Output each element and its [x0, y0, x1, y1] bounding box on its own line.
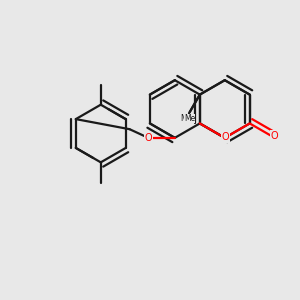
Text: O: O [222, 132, 230, 142]
Text: O: O [145, 133, 152, 143]
Text: Me: Me [184, 114, 195, 123]
Text: Me: Me [181, 114, 192, 123]
Text: O: O [271, 131, 278, 141]
